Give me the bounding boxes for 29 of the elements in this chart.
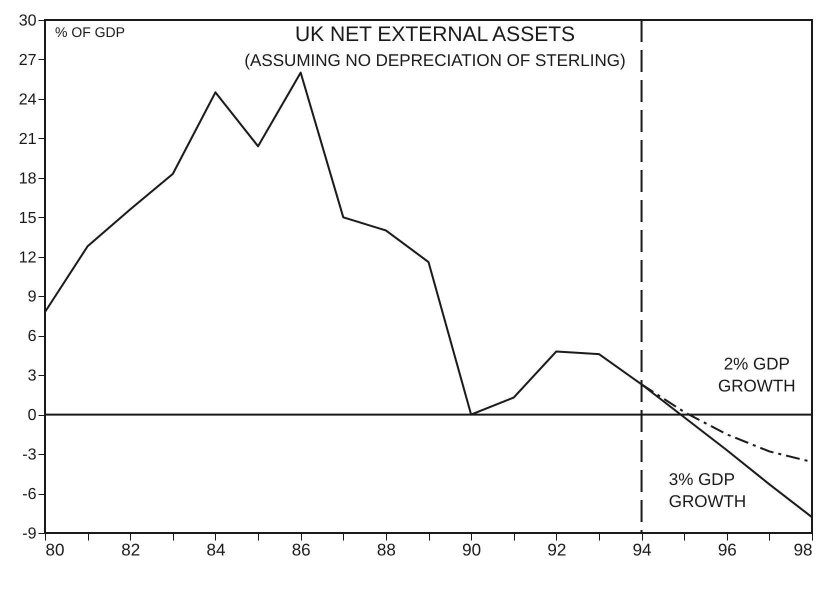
y-tick-label: -3 (22, 446, 37, 464)
x-tick-label: 86 (292, 540, 311, 560)
x-tick-label: 92 (547, 540, 566, 560)
annotation: 3% GDP GROWTH (668, 470, 746, 512)
y-tick-label: 27 (18, 52, 37, 69)
y-tick-label: -9 (22, 526, 37, 542)
y-tick-label: 12 (18, 249, 37, 266)
x-tick-label: 84 (206, 540, 226, 560)
series-label: 2% GDP GROWTH (718, 354, 796, 396)
x-tick-label: 82 (121, 540, 140, 560)
x-tick-label: 94 (632, 540, 652, 560)
y-tick-label: 3 (28, 368, 37, 385)
y-tick-label: 15 (18, 210, 37, 227)
x-tick-label: 90 (462, 540, 482, 560)
y-tick-label: 9 (28, 288, 37, 306)
y-tick-label: 30 (18, 12, 37, 30)
text: (ASSUMING NO DEPRECIATION OF STERLING) (244, 51, 626, 70)
y-tick-label: 0 (28, 407, 37, 424)
y-axis-title: % OF GDP (55, 24, 126, 40)
x-tick-label: 98 (794, 540, 812, 560)
x-tick-label: 88 (376, 540, 396, 560)
y-tick-label: -6 (22, 486, 37, 504)
y-tick-label: 21 (18, 130, 37, 148)
y-tick-label: 24 (18, 91, 37, 108)
chart-title: UK NET EXTERNAL ASSETS (294, 23, 576, 46)
y-tick-label: 18 (18, 170, 37, 188)
x-tick-label: 96 (718, 540, 737, 560)
x-tick-label: 80 (46, 540, 64, 560)
y-tick-label: 6 (28, 328, 37, 346)
